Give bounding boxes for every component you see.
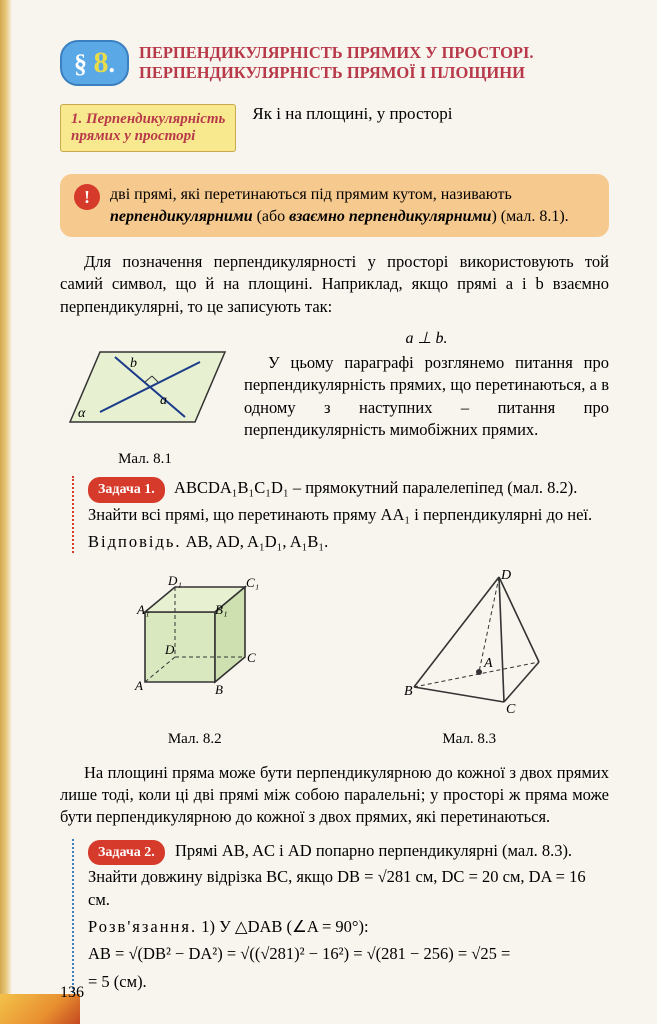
paragraph-notation: Для позначення перпендикулярності у прос… [60, 251, 609, 318]
svg-text:D: D [500, 568, 511, 583]
perpendicular-lines-diagram: b a α [60, 332, 230, 442]
intro-text: Як і на площині, у просторі [252, 104, 609, 124]
svg-text:A₁: A₁ [136, 602, 149, 617]
task-1-badge: Задача 1. [88, 477, 165, 503]
figure-8-1-caption: Мал. 8.1 [60, 451, 230, 468]
definition-callout: ! дві прямі, які перетинаються під прями… [60, 174, 609, 237]
figure-row: A₁ B₁ D₁ C₁ A B D C Мал. 8.2 D [60, 567, 609, 748]
subsection-heading: 1. Перпендикулярність прямих у просторі [60, 104, 236, 152]
task-2-result: = 5 (см). [88, 970, 609, 993]
svg-text:A: A [134, 678, 143, 693]
svg-text:b: b [130, 356, 137, 371]
figure-8-3: D B C A Мал. 8.3 [384, 567, 554, 748]
svg-text:B: B [404, 684, 413, 699]
task-2-formula: AB = √(DB² − DA²) = √((√281)² − 16²) = √… [88, 942, 609, 965]
section-title: ПЕРПЕНДИКУЛЯРНІСТЬ ПРЯМИХ У ПРОСТОРІ. ПЕ… [139, 43, 534, 83]
svg-text:A: A [483, 656, 493, 671]
svg-text:C: C [247, 650, 256, 665]
task-2-badge: Задача 2. [88, 840, 165, 866]
svg-text:B₁: B₁ [215, 602, 227, 617]
paragraph-plane: На площині пряма може бути перпендикуляр… [60, 762, 609, 829]
task-1-answer: Відповідь. AB, AD, A₁D₁, A₁B₁. [88, 530, 609, 553]
task-1-block: Задача 1. ABCDA₁B₁C₁D₁ – прямокутний пар… [72, 476, 609, 553]
task-2-block: Задача 2. Прямі AB, AC і AD попарно перп… [72, 839, 609, 993]
page-content: § 8. ПЕРПЕНДИКУЛЯРНІСТЬ ПРЯМИХ У ПРОСТОР… [0, 0, 657, 1024]
figure-8-1: b a α Мал. 8.1 [60, 332, 230, 468]
svg-text:B: B [215, 682, 223, 697]
task-2-solution-head: Розв'язання. 1) У △DAB (∠A = 90°): [88, 915, 609, 938]
figure-8-3-caption: Мал. 8.3 [384, 731, 554, 748]
tetrahedron-diagram: D B C A [384, 567, 554, 722]
exclamation-icon: ! [74, 184, 100, 210]
section-badge: § 8. [60, 40, 129, 86]
page-number: 136 [60, 984, 84, 1002]
section-header: § 8. ПЕРПЕНДИКУЛЯРНІСТЬ ПРЯМИХ У ПРОСТОР… [60, 40, 609, 86]
svg-text:D₁: D₁ [167, 573, 182, 588]
svg-text:α: α [78, 406, 86, 421]
svg-text:C₁: C₁ [246, 575, 259, 590]
svg-text:a: a [160, 393, 167, 408]
svg-text:C: C [506, 702, 516, 717]
definition-text: дві прямі, які перетинаються під прямим … [110, 184, 595, 227]
figure-8-2: A₁ B₁ D₁ C₁ A B D C Мал. 8.2 [115, 572, 275, 748]
svg-text:D: D [164, 642, 175, 657]
figure-8-2-caption: Мал. 8.2 [115, 731, 275, 748]
parallelepiped-diagram: A₁ B₁ D₁ C₁ A B D C [115, 572, 275, 722]
